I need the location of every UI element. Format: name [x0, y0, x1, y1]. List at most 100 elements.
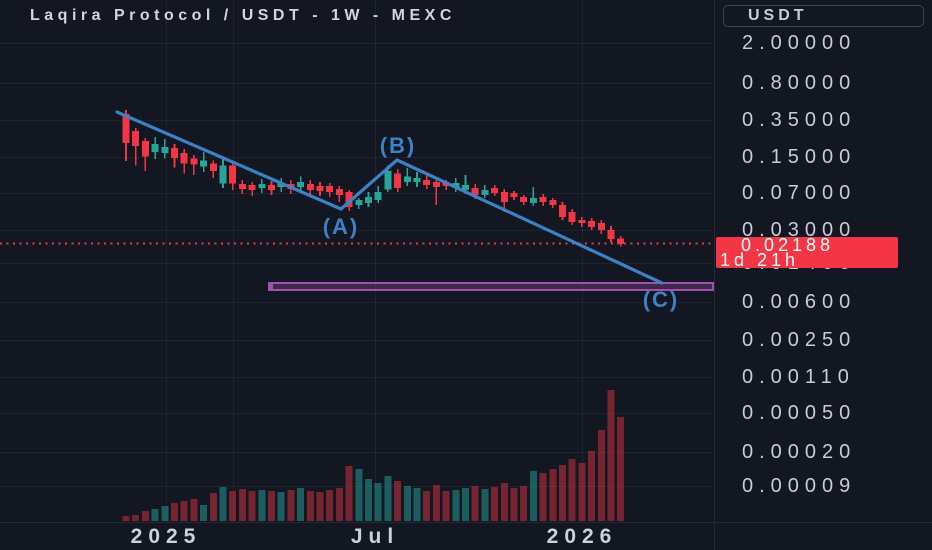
- volume-bar: [258, 490, 266, 521]
- candle-body: [413, 178, 421, 183]
- time-axis-label: Jul: [350, 525, 400, 548]
- volume-bar: [326, 490, 334, 521]
- candle-body: [335, 189, 343, 196]
- candle-body: [248, 185, 256, 191]
- volume-bar: [471, 486, 479, 521]
- candle-body: [403, 176, 411, 183]
- volume-bar: [384, 476, 392, 521]
- candle-body: [306, 184, 314, 191]
- candle-body: [462, 185, 469, 191]
- wave-label: (A): [323, 214, 360, 239]
- volume-bar: [432, 485, 440, 521]
- candle-body: [394, 173, 402, 189]
- price-tick-label: 0.15000: [742, 146, 857, 168]
- candle-body: [432, 182, 440, 188]
- volume-bar: [248, 491, 256, 521]
- candle-body: [268, 185, 275, 191]
- volume-bar: [442, 491, 450, 521]
- volume-bar: [365, 479, 372, 521]
- candle-body: [297, 182, 305, 188]
- candle-body: [423, 180, 431, 186]
- volume-bar: [568, 459, 576, 521]
- candle-body: [180, 153, 188, 164]
- candle-body: [481, 190, 489, 196]
- volume-bar: [452, 490, 460, 521]
- volume-bar: [559, 465, 566, 521]
- current-price-value: 0.02188: [741, 235, 835, 255]
- candle-body: [277, 183, 285, 188]
- volume-bar: [219, 487, 227, 521]
- candle-body: [258, 184, 266, 189]
- chart-canvas[interactable]: (A) (B) (C): [0, 0, 714, 550]
- volume-bar: [306, 491, 314, 521]
- volume-bar: [617, 417, 625, 521]
- candle-body: [238, 184, 246, 190]
- volume-bar: [122, 516, 130, 521]
- candle-body: [365, 197, 372, 204]
- candle-body: [539, 197, 547, 203]
- volume-bar: [374, 483, 382, 521]
- candle-body: [141, 141, 149, 157]
- volume-bar: [161, 506, 169, 521]
- price-tick-label: 0.07000: [742, 182, 857, 204]
- candle-body: [122, 113, 130, 143]
- symbol-title[interactable]: Laqira Protocol / USDT - 1W - MEXC: [30, 7, 456, 24]
- volume-bar: [287, 490, 295, 521]
- price-tick-label: 0.00050: [742, 402, 857, 424]
- candle-body: [471, 188, 479, 196]
- volume-bar: [500, 483, 508, 521]
- price-tick-label: 0.03000: [742, 219, 857, 241]
- wave-label: (C): [643, 287, 680, 312]
- volume-bar: [151, 509, 159, 521]
- price-axis[interactable]: USDT 2.00000 0.80000 0.35000 0.15000 0.07000…: [714, 0, 932, 550]
- bar-countdown: 1d 21h: [720, 250, 800, 270]
- candle-body: [588, 221, 596, 227]
- wave-trend-line: [115, 110, 664, 285]
- wave-label: (B): [380, 133, 417, 158]
- candle-body: [500, 192, 508, 203]
- volume-bar: [238, 489, 246, 521]
- candle-body: [549, 200, 557, 206]
- volume-bar: [297, 488, 305, 521]
- candle-body: [151, 144, 159, 153]
- candle-body: [384, 171, 392, 190]
- candle-body: [578, 220, 586, 223]
- volume-bar: [200, 505, 208, 521]
- candle-body: [374, 192, 382, 201]
- candle-body: [326, 186, 334, 193]
- candle-body: [171, 148, 178, 159]
- volume-bar: [549, 469, 557, 521]
- candle-body: [355, 200, 363, 206]
- volume-bar: [190, 499, 198, 521]
- support-zone-handle: [268, 282, 273, 291]
- time-axis-label: 2025: [130, 525, 202, 548]
- time-axis[interactable]: 2025 Jul 2026: [0, 523, 714, 550]
- volume-bar: [597, 430, 605, 521]
- volume-bar: [481, 489, 489, 521]
- volume-bar: [316, 492, 324, 521]
- volume-bar: [462, 488, 469, 521]
- candle-body: [219, 165, 227, 184]
- time-axis-label: 2026: [546, 525, 618, 548]
- volume-bar: [268, 491, 275, 521]
- volume-bar: [529, 471, 537, 521]
- volume-bar: [394, 481, 402, 521]
- currency-toggle-button[interactable]: USDT: [723, 5, 924, 27]
- currency-label: USDT: [748, 7, 808, 24]
- candle-body: [491, 188, 499, 194]
- candle-body: [200, 160, 208, 167]
- price-tick-label: 0.00600: [742, 291, 857, 313]
- price-tick-label: 0.00009: [742, 475, 857, 497]
- price-tick-label: 0.35000: [742, 109, 857, 131]
- candle-body: [190, 158, 198, 165]
- volume-bar: [141, 511, 149, 521]
- volume-bar: [180, 501, 188, 521]
- candle-body: [617, 238, 625, 244]
- candle-body: [520, 197, 528, 203]
- time-axis-border: [0, 522, 932, 523]
- candle-body: [568, 212, 576, 222]
- candle-body: [510, 193, 518, 198]
- volume-bar: [132, 515, 140, 521]
- price-tick-label: 0.00250: [742, 329, 857, 351]
